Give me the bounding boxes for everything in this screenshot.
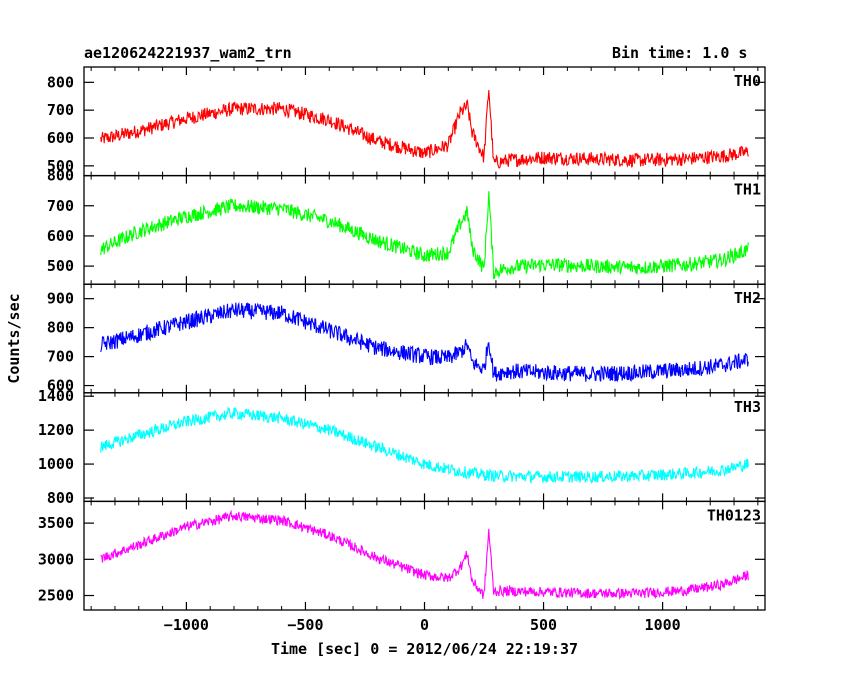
x-axis-label: Time [sec] 0 = 2012/06/24 22:19:37 [271, 640, 578, 658]
series-label-th1: TH1 [734, 181, 761, 199]
y-tick-label: 2500 [38, 587, 74, 605]
series-label-th3: TH3 [734, 398, 761, 416]
x-tick-label: −1000 [164, 616, 209, 634]
y-tick-label: 1400 [38, 387, 74, 405]
y-tick-label: 800 [47, 167, 74, 185]
y-tick-label: 900 [47, 290, 74, 308]
series-label-th0: TH0 [734, 72, 761, 90]
y-tick-label: 700 [47, 348, 74, 366]
panel-frame-th3 [83, 392, 766, 503]
x-tick-label: 0 [420, 616, 429, 634]
y-tick-label: 3000 [38, 550, 74, 568]
series-line-th2 [100, 301, 749, 383]
y-tick-label: 700 [47, 101, 74, 119]
x-tick-label: −500 [287, 616, 323, 634]
y-axis-label: Counts/sec [5, 293, 23, 383]
series-line-th1 [100, 191, 749, 280]
y-tick-label: 700 [47, 197, 74, 215]
series-line-th0 [100, 90, 749, 169]
panel-frame-th0123 [83, 500, 766, 611]
series-label-th0123: TH0123 [707, 506, 761, 524]
y-tick-label: 1000 [38, 455, 74, 473]
y-tick-label: 500 [47, 257, 74, 275]
x-tick-label: 1000 [645, 616, 681, 634]
y-tick-label: 600 [47, 377, 74, 395]
x-tick-label: 500 [530, 616, 557, 634]
y-tick-label: 800 [47, 73, 74, 91]
y-tick-label: 3500 [38, 514, 74, 532]
series-label-th2: TH2 [734, 289, 761, 307]
y-tick-label: 500 [47, 157, 74, 175]
y-tick-label: 800 [47, 319, 74, 337]
series-line-th0123 [100, 509, 749, 601]
panel-frame-th2 [83, 283, 766, 394]
y-tick-label: 600 [47, 227, 74, 245]
y-tick-label: 800 [47, 489, 74, 507]
y-tick-label: 1200 [38, 421, 74, 439]
y-tick-label: 600 [47, 129, 74, 147]
chart-title: ae120624221937_wam2_trn [84, 44, 292, 62]
bin-time-label: Bin time: 1.0 s [612, 44, 748, 62]
series-line-th3 [100, 406, 749, 485]
